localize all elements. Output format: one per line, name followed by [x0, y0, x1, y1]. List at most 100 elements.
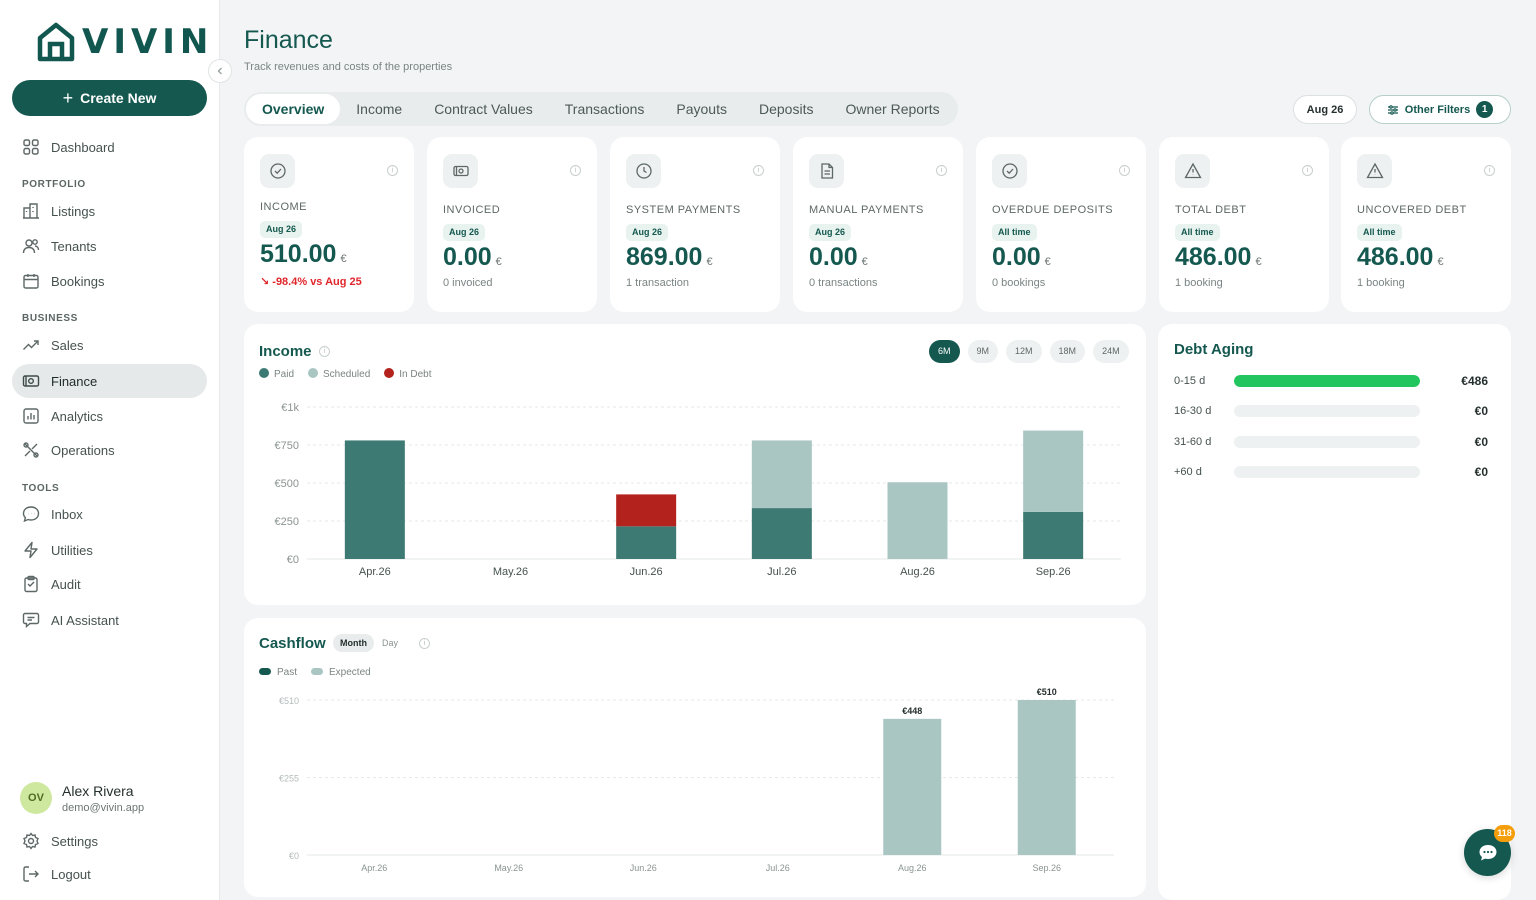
sidebar-item-finance[interactable]: Finance	[12, 364, 207, 398]
kpi-label: INVOICED	[443, 204, 501, 216]
settings-link[interactable]: Settings	[12, 824, 207, 858]
tab-income[interactable]: Income	[356, 101, 403, 117]
x-tick-label: Jul.26	[767, 566, 796, 578]
x-tick-label: May.26	[493, 566, 528, 578]
chat-badge: 118	[1494, 825, 1515, 842]
info-icon[interactable]: i	[319, 346, 330, 357]
info-icon[interactable]: i	[1302, 165, 1313, 176]
sidebar-item-bookings[interactable]: Bookings	[12, 264, 207, 298]
kpi-value: 0.00 €	[443, 243, 502, 272]
finance-tabs: Overview Income Contract Values Transact…	[244, 92, 958, 126]
y-tick-label: €0	[289, 851, 299, 861]
sidebar-item-listings[interactable]: Listings	[12, 194, 207, 228]
kpi-card-overdue-deposits[interactable]: i OVERDUE DEPOSITS All time 0.00 €0 bookings	[976, 137, 1146, 312]
info-icon[interactable]: i	[1119, 165, 1130, 176]
sidebar-item-operations[interactable]: Operations	[12, 433, 207, 467]
range-12m[interactable]: 12M	[1006, 340, 1042, 363]
bar-scheduled	[1023, 430, 1084, 512]
settings-label: Settings	[51, 833, 98, 849]
section-business: BUSINESS	[22, 313, 78, 324]
section-portfolio: PORTFOLIO	[22, 179, 86, 190]
range-9m[interactable]: 9M	[967, 340, 999, 363]
sidebar-item-utilities[interactable]: Utilities	[12, 533, 207, 567]
document-icon	[820, 163, 833, 179]
sidebar-item-label: Listings	[51, 203, 96, 219]
sidebar-item-inbox[interactable]: Inbox	[12, 497, 207, 531]
range-selector: 6M 9M 12M 18M 24M	[929, 340, 1129, 363]
kpi-card-uncovered-debt[interactable]: i UNCOVERED DEBT All time 486.00 €1 booking	[1341, 137, 1511, 312]
x-tick-label: Jun.26	[630, 566, 663, 578]
aging-value: €0	[1474, 435, 1488, 449]
create-new-button[interactable]: + Create New	[12, 80, 207, 116]
info-icon[interactable]: i	[753, 165, 764, 176]
tab-payouts[interactable]: Payouts	[676, 101, 727, 117]
page-title: Finance	[244, 26, 333, 54]
cashflow-legend: Past Expected	[259, 667, 371, 678]
income-panel: Income i Paid Scheduled In Debt 6M 9M 12…	[244, 324, 1146, 605]
kpi-change-text: -98.4% vs Aug 25	[272, 276, 362, 288]
aging-bar	[1234, 436, 1420, 448]
chat-icon	[1479, 844, 1496, 860]
sidebar-item-sales[interactable]: Sales	[12, 328, 207, 362]
bar-scheduled	[751, 440, 812, 509]
user-profile[interactable]: OV Alex Rivera demo@vivin.app	[20, 782, 144, 814]
kpi-value: 486.00 €	[1175, 243, 1262, 272]
legend-past: Past	[259, 667, 297, 678]
tab-contract-values[interactable]: Contract Values	[434, 101, 533, 117]
sidebar-item-analytics[interactable]: Analytics	[12, 399, 207, 433]
other-filters-button[interactable]: Other Filters 1	[1369, 95, 1511, 124]
kpi-value-number: 486.00	[1175, 243, 1252, 271]
clipboard-icon	[24, 575, 38, 593]
data-label: €448	[902, 706, 922, 716]
kpi-subtext: 0 transactions	[809, 277, 878, 289]
logout-link[interactable]: Logout	[12, 857, 207, 891]
building-icon	[23, 203, 39, 219]
kpi-value: 486.00 €	[1357, 243, 1444, 272]
check-circle-icon	[1001, 163, 1018, 179]
user-email: demo@vivin.app	[62, 801, 145, 814]
y-tick-label: €0	[287, 554, 299, 566]
kpi-card-manual-payments[interactable]: i MANUAL PAYMENTS Aug 26 0.00 €0 transaction…	[793, 137, 963, 312]
banknote-icon	[22, 375, 40, 387]
range-18m[interactable]: 18M	[1049, 340, 1086, 363]
x-tick-label: Apr.26	[359, 566, 391, 578]
info-icon[interactable]: i	[387, 165, 398, 176]
bar-chart-icon	[23, 408, 39, 424]
kpi-value-number: 0.00	[992, 243, 1041, 271]
logo-text: VIVIN	[82, 22, 214, 62]
mode-day[interactable]: Day	[382, 638, 399, 648]
info-icon[interactable]: i	[1484, 165, 1495, 176]
date-filter-button[interactable]: Aug 26	[1293, 95, 1357, 124]
grid-icon	[23, 139, 39, 155]
kpi-card-total-debt[interactable]: i TOTAL DEBT All time 486.00 €1 booking	[1159, 137, 1329, 312]
sidebar-item-ai-assistant[interactable]: AI Assistant	[12, 603, 207, 637]
kpi-card-income[interactable]: i INCOME Aug 26 510.00 € ↘ -98.4% vs Aug 25	[244, 137, 414, 312]
info-icon[interactable]: i	[419, 638, 430, 649]
tab-deposits[interactable]: Deposits	[758, 101, 814, 117]
mode-month[interactable]: Month	[333, 634, 374, 652]
info-icon[interactable]: i	[936, 165, 947, 176]
aging-row: +60 d €0	[1174, 463, 1488, 481]
logo[interactable]: VIVIN	[36, 22, 213, 62]
kpi-currency: €	[1255, 256, 1262, 268]
kpi-card-invoiced[interactable]: i INVOICED Aug 26 0.00 €0 invoiced	[427, 137, 597, 312]
sidebar-item-audit[interactable]: Audit	[12, 567, 207, 601]
kpi-icon-box	[626, 154, 661, 188]
kpi-card-system-payments[interactable]: i SYSTEM PAYMENTS Aug 26 869.00 €1 transacti…	[610, 137, 780, 312]
message-icon	[22, 506, 40, 523]
calendar-icon	[23, 274, 39, 289]
tab-overview[interactable]: Overview	[246, 94, 341, 124]
collapse-sidebar-button[interactable]	[208, 59, 232, 83]
sidebar-item-tenants[interactable]: Tenants	[12, 229, 207, 263]
info-icon[interactable]: i	[570, 165, 581, 176]
x-tick-label: Jul.26	[766, 863, 790, 873]
range-6m[interactable]: 6M	[929, 340, 960, 363]
bar-expected	[1017, 700, 1076, 855]
kpi-label: INCOME	[260, 201, 307, 213]
sidebar-item-label: Tenants	[51, 238, 97, 254]
kpi-icon-box	[260, 154, 295, 188]
range-24m[interactable]: 24M	[1093, 340, 1129, 363]
tab-owner-reports[interactable]: Owner Reports	[845, 101, 940, 117]
sidebar-item-dashboard[interactable]: Dashboard	[12, 130, 207, 164]
tab-transactions[interactable]: Transactions	[564, 101, 645, 117]
